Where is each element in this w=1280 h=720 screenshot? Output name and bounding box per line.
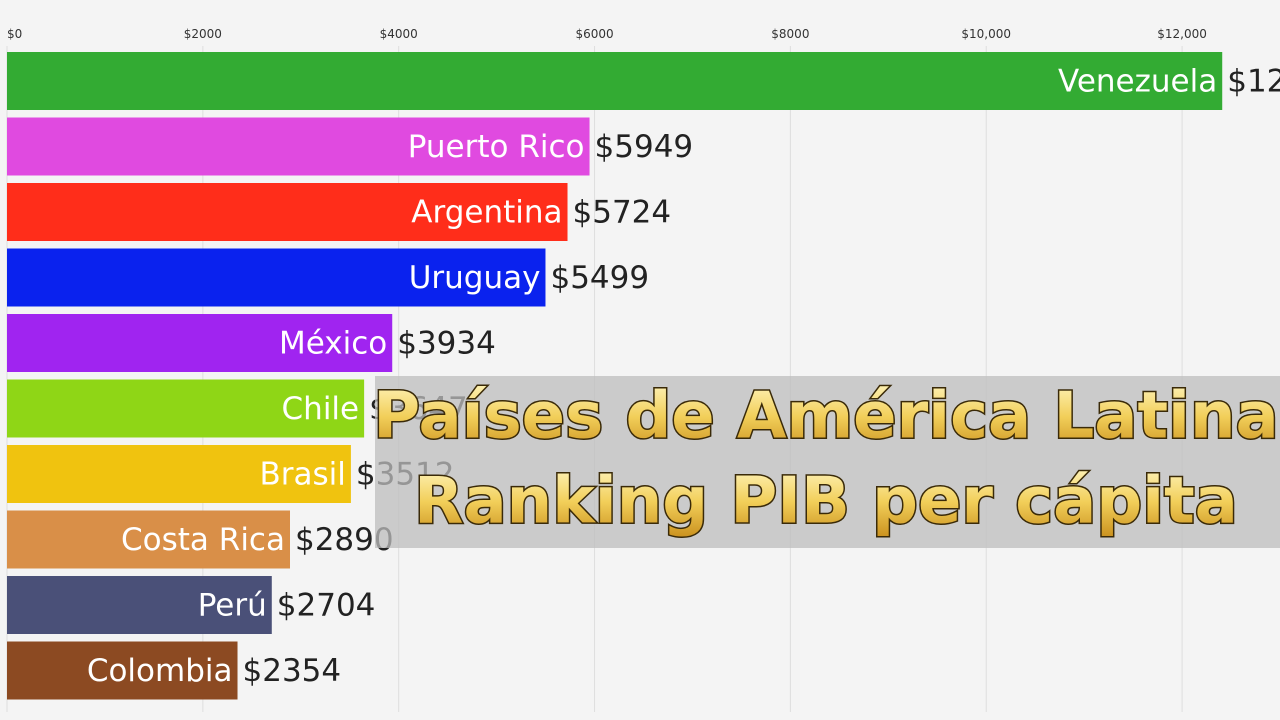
bar-label: Puerto Rico: [408, 129, 585, 165]
bar-label: México: [279, 326, 387, 362]
bar-label: Colombia: [87, 653, 233, 689]
bar: [7, 314, 393, 372]
x-tick-label: $10,000: [961, 27, 1011, 41]
bar-label: Venezuela: [1058, 64, 1217, 100]
bar: [7, 379, 365, 438]
x-tick-label: $2000: [184, 27, 222, 41]
value-label: $2354: [243, 653, 342, 689]
overlay-title-line: Países de América Latina: [373, 380, 1278, 454]
x-tick-label: $8000: [771, 27, 809, 41]
bar: [7, 445, 351, 503]
bar-label: Perú: [198, 588, 267, 624]
overlay-band: [375, 376, 1280, 548]
overlay-title-line: Ranking PIB per cápita: [414, 465, 1238, 539]
x-tick-label: $12,000: [1157, 27, 1207, 41]
value-label: $3934: [397, 326, 496, 362]
bar-label: Brasil: [260, 457, 346, 493]
bar-label: Argentina: [411, 195, 562, 231]
x-tick-label: $0: [7, 27, 22, 41]
bar-label: Chile: [282, 391, 360, 427]
bar: [7, 117, 590, 176]
bar-label: Costa Rica: [121, 522, 285, 558]
x-tick-label: $6000: [575, 27, 613, 41]
bar-label: Uruguay: [409, 260, 541, 296]
value-label: $12410: [1227, 64, 1280, 100]
value-label: $5499: [550, 260, 649, 296]
bar: [7, 52, 1223, 110]
value-label: $5949: [595, 129, 694, 165]
bar: [7, 641, 238, 700]
value-label: $2704: [277, 588, 376, 624]
overlay: Países de América Latina Ranking PIB per…: [372, 376, 1280, 548]
bars: Venezuela $12410 Puerto Rico $5949 Argentina…: [7, 52, 1280, 700]
value-label: $5724: [573, 195, 672, 231]
bar: [7, 248, 546, 307]
bar: [7, 183, 568, 241]
x-tick-label: $4000: [380, 27, 418, 41]
bar: [7, 576, 272, 634]
bar: [7, 510, 290, 569]
